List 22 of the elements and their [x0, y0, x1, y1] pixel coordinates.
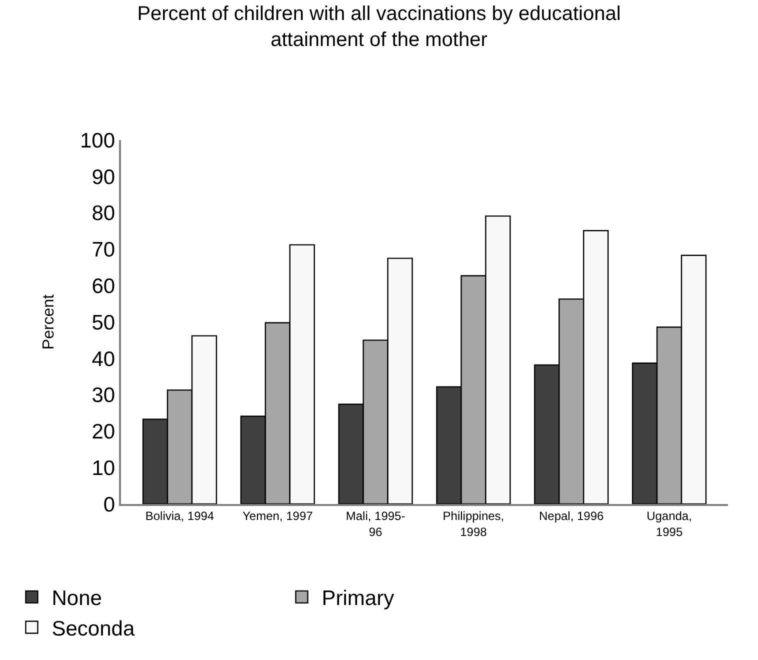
chart-title: Percent of children with all vaccinations by educational attainment of the mother	[137, 2, 621, 51]
y-tick-label: 80	[92, 202, 116, 226]
legend-label: Primary	[322, 587, 395, 610]
y-tick-label: 40	[92, 348, 116, 371]
x-tick-label: Philippines, 1998	[442, 509, 504, 539]
y-axis-title: Percent	[40, 294, 58, 350]
y-tick-label: 10	[92, 456, 116, 480]
y-tick-label: 20	[92, 420, 116, 444]
y-tick-label: 50	[92, 311, 116, 334]
y-tick-label: 30	[92, 384, 116, 408]
y-tick-label: 0	[103, 493, 116, 516]
legend-label: None	[52, 587, 102, 610]
x-tick-label: Mali, 1995- 96	[346, 509, 406, 539]
y-tick-label: 70	[92, 238, 116, 262]
legend-label: Seconda	[52, 617, 135, 640]
x-tick-label: Yemen, 1997	[242, 509, 314, 524]
y-tick-label: 60	[92, 274, 116, 298]
y-tick-label: 90	[92, 166, 116, 189]
x-tick-label: Uganda, 1995	[646, 509, 692, 539]
x-tick-label: Nepal, 1996	[538, 509, 604, 524]
y-tick-label: 100	[80, 129, 116, 152]
x-tick-label: Bolivia, 1994	[145, 509, 214, 524]
